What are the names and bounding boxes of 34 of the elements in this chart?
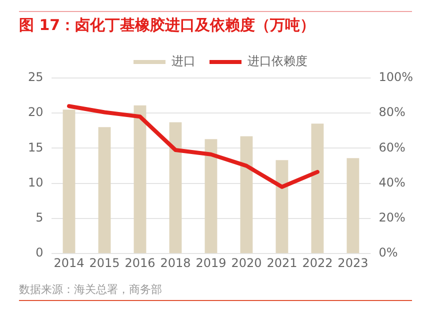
x-tick-label: 2021 (266, 256, 298, 270)
bar (346, 158, 360, 254)
x-tick-label: 2018 (160, 256, 191, 270)
bar (204, 139, 218, 254)
y-tick-label: 15 (28, 140, 44, 154)
y-tick-label: 20 (28, 105, 44, 120)
x-tick-label: 2015 (89, 256, 120, 270)
y2-tick-label: 80% (378, 105, 406, 120)
legend-label: 进口依赖度 (248, 54, 308, 68)
source-note: 数据来源：海关总署，商务部 (19, 282, 412, 301)
bar (240, 136, 253, 254)
bar (276, 160, 288, 254)
x-tick-label: 2020 (231, 256, 262, 270)
y-tick-label: 25 (28, 70, 44, 84)
bar (169, 122, 182, 254)
y-tick-label: 10 (28, 175, 44, 190)
x-tick-label: 2022 (302, 256, 333, 270)
y-tick-label: 5 (36, 210, 44, 225)
legend-label: 进口 (172, 54, 196, 68)
y-tick-label: 0 (36, 246, 44, 260)
y2-tick-label: 60% (378, 140, 406, 154)
bar (98, 127, 111, 254)
bar (62, 110, 76, 254)
chart-title: 图 17：卤化丁基橡胶进口及依赖度（万吨） (19, 11, 412, 35)
bar (134, 105, 146, 254)
y2-tick-label: 20% (378, 210, 406, 225)
y2-tick-label: 0% (378, 246, 398, 260)
y2-tick-label: 40% (378, 175, 406, 190)
x-tick-label: 2019 (196, 256, 226, 270)
y2-tick-label: 100% (378, 70, 414, 84)
x-tick-label: 2023 (338, 256, 368, 270)
bar (311, 124, 324, 254)
x-tick-label: 2016 (124, 256, 156, 270)
x-tick-label: 2014 (54, 256, 84, 270)
